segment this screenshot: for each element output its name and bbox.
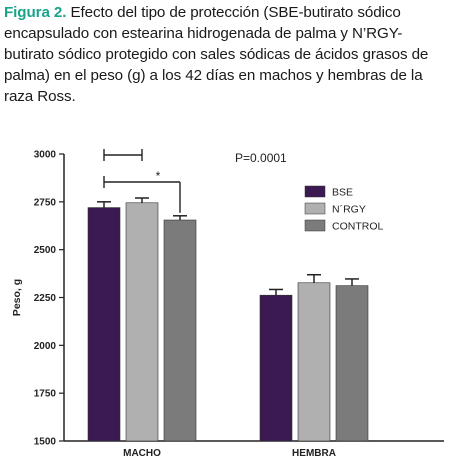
- p-value-annotation: P=0.0001: [235, 151, 287, 165]
- y-axis-label: Peso, g: [11, 279, 23, 316]
- legend-swatch: [304, 219, 326, 232]
- bars: [87, 197, 369, 442]
- y-tick-label: 2500: [34, 245, 57, 256]
- annotations: P=0.0001 *: [103, 149, 287, 213]
- x-category-label: HEMBRA: [292, 448, 336, 459]
- bar: [87, 207, 121, 442]
- bar: [163, 219, 197, 442]
- legend-swatch: [304, 202, 326, 215]
- y-tick-label: 1750: [34, 389, 57, 400]
- y-tick-label: 1500: [34, 437, 57, 448]
- legend-label: CONTROL: [332, 221, 383, 233]
- y-tick-label: 2750: [34, 197, 57, 208]
- y-tick-label: 2000: [34, 341, 57, 352]
- bar: [297, 282, 331, 442]
- figure-label: Figura 2.: [4, 4, 67, 21]
- y-tick-label: 3000: [34, 150, 57, 161]
- bar: [335, 285, 369, 442]
- legend-swatch: [304, 185, 326, 198]
- caption-text: Efecto del tipo de protección (SBE-butir…: [4, 4, 429, 105]
- figure-caption: Figura 2. Efecto del tipo de protección …: [4, 2, 444, 107]
- significance-star: *: [156, 169, 161, 183]
- bar: [125, 202, 159, 442]
- x-category-label: MACHO: [123, 448, 161, 459]
- legend-label: N´RGY: [332, 204, 366, 216]
- axes: 1500 1750 2000 2250 2500 2750 3000 Peso, g MACHO…: [11, 150, 444, 459]
- legend-label: BSE: [332, 187, 353, 199]
- bar: [259, 294, 293, 442]
- y-tick-label: 2250: [34, 293, 57, 304]
- legend: BSE N´RGY CONTROL: [304, 185, 383, 233]
